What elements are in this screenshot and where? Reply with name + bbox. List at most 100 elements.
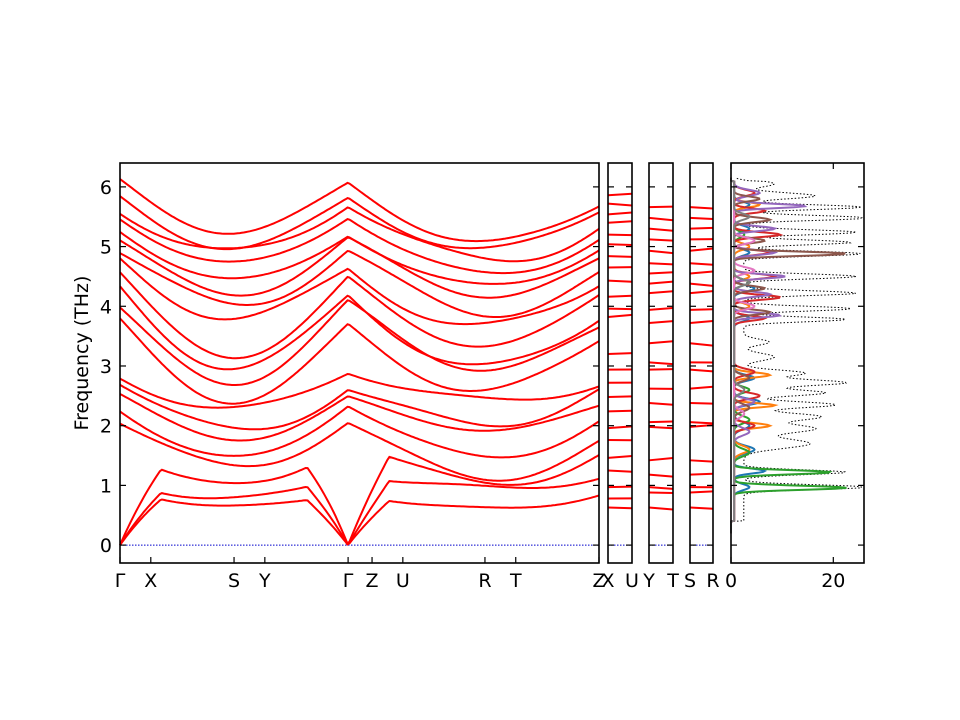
y-tick-label: 1 xyxy=(100,475,112,497)
band-lines xyxy=(689,206,714,546)
band-line xyxy=(689,421,714,425)
x-tick-label: R xyxy=(706,570,719,592)
band-line xyxy=(607,395,633,399)
band-line xyxy=(689,308,714,311)
band-line xyxy=(648,402,674,406)
band-line xyxy=(648,486,674,490)
band-lines xyxy=(648,205,674,546)
y-tick-label: 4 xyxy=(100,296,112,318)
band-line xyxy=(689,226,714,230)
x-tick-label: Z xyxy=(366,570,379,592)
small-panel-frame xyxy=(607,162,633,564)
x-tick-label: X xyxy=(601,570,614,592)
band-line xyxy=(648,361,674,366)
band-line xyxy=(119,393,600,442)
band-line xyxy=(689,206,714,210)
band-line xyxy=(689,385,714,390)
band-line xyxy=(689,262,714,266)
x-tick-label: X xyxy=(144,570,157,592)
band-line xyxy=(648,227,674,232)
band-line xyxy=(607,202,633,207)
x-tick-label: R xyxy=(478,570,491,592)
band-line xyxy=(607,352,633,356)
band-line xyxy=(607,506,633,510)
x-tick-label: Y xyxy=(642,570,655,592)
band-line xyxy=(119,218,600,275)
band-line xyxy=(119,454,600,546)
total-dos-curve xyxy=(730,177,864,534)
band-line xyxy=(607,409,633,413)
dos-curves xyxy=(730,177,864,534)
band-line xyxy=(119,236,600,299)
band-line xyxy=(607,220,633,224)
band-line xyxy=(689,368,714,373)
x-tick-label: U xyxy=(625,570,639,592)
y-tick-label: 0 xyxy=(100,535,112,557)
band-line xyxy=(607,454,633,459)
band-line xyxy=(689,216,714,221)
band-line xyxy=(607,469,633,473)
band-line xyxy=(648,262,674,266)
band-line xyxy=(648,205,674,209)
band-line xyxy=(648,249,674,255)
band-line xyxy=(607,485,633,489)
x-tick-label: S xyxy=(684,570,696,592)
band-line xyxy=(607,192,633,197)
partial-dos-curve xyxy=(730,177,751,534)
band-line xyxy=(689,247,714,252)
band-line xyxy=(648,456,674,462)
band-line xyxy=(119,477,600,546)
band-line xyxy=(648,425,674,430)
x-tick-label: 20 xyxy=(821,570,845,592)
band-line xyxy=(648,506,674,511)
band-line xyxy=(689,290,714,295)
band-line xyxy=(119,195,600,251)
x-tick-label: Z xyxy=(592,570,605,592)
band-line xyxy=(689,282,714,287)
x-tick-label: Γ xyxy=(115,570,126,592)
x-tick-label: U xyxy=(396,570,410,592)
band-line xyxy=(119,271,600,360)
band-line xyxy=(119,178,600,243)
x-tick-label: S xyxy=(228,570,240,592)
band-line xyxy=(689,472,714,476)
y-tick-label: 2 xyxy=(100,416,112,438)
y-tick-label: 6 xyxy=(100,177,112,199)
x-tick-label: Γ xyxy=(343,570,354,592)
band-line xyxy=(607,255,633,258)
small-panel-frame xyxy=(689,162,714,564)
band-line xyxy=(689,402,714,405)
small-panel-frame xyxy=(648,162,674,564)
band-line xyxy=(648,473,674,478)
band-line xyxy=(648,320,674,324)
band-line xyxy=(119,383,600,431)
dos-panel-frame xyxy=(730,162,865,564)
main-panel-frame xyxy=(119,162,600,564)
band-line xyxy=(648,290,674,295)
band-line xyxy=(119,317,600,405)
x-tick-label: 0 xyxy=(725,570,737,592)
band-line xyxy=(689,506,714,510)
band-line xyxy=(689,459,714,463)
band-line xyxy=(607,294,633,298)
band-line xyxy=(607,211,633,216)
phonon-dos-panel: 0 20 xyxy=(725,162,865,592)
band-line xyxy=(119,285,600,371)
x-tick-label: T xyxy=(509,570,522,592)
band-line xyxy=(648,280,674,285)
y-tick-label: 5 xyxy=(100,237,112,259)
band-line xyxy=(119,231,600,285)
y-tick-label: 3 xyxy=(100,356,112,378)
band-line xyxy=(607,243,633,247)
band-line xyxy=(689,490,714,494)
band-line xyxy=(607,279,633,283)
band-line xyxy=(119,372,600,409)
band-line xyxy=(119,299,600,386)
band-line xyxy=(648,420,674,424)
band-line xyxy=(119,422,600,482)
band-line xyxy=(119,257,600,326)
